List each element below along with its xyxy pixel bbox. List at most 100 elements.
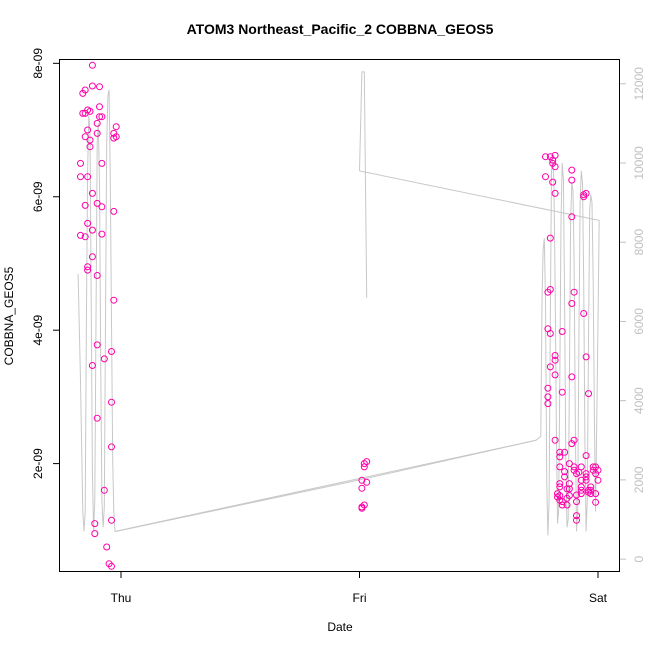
data-point <box>93 199 101 207</box>
data-point <box>565 480 573 488</box>
data-point <box>561 468 569 476</box>
right-tick-label: 12000 <box>632 67 646 101</box>
right-tick-label: 10000 <box>632 146 646 180</box>
data-point <box>551 371 559 379</box>
data-point <box>544 400 552 408</box>
data-point <box>561 448 569 456</box>
data-point <box>587 486 595 494</box>
right-series-line <box>359 170 600 221</box>
data-point <box>582 470 590 478</box>
x-axis-label: Date <box>327 620 353 634</box>
data-point <box>554 490 561 498</box>
data-point <box>577 486 585 494</box>
data-point <box>88 226 96 234</box>
data-point <box>88 82 96 90</box>
right-tick-label: 6000 <box>632 308 646 335</box>
data-point <box>88 189 96 197</box>
data-point <box>84 126 92 134</box>
data-point <box>565 492 573 500</box>
data-point <box>84 263 92 271</box>
data-point <box>551 352 559 359</box>
data-point <box>582 452 590 460</box>
data-point <box>93 341 101 349</box>
x-tick-label: Sat <box>589 591 608 605</box>
data-point <box>546 234 554 242</box>
data-point <box>93 119 101 127</box>
data-point <box>98 230 106 238</box>
data-point <box>551 151 559 159</box>
data-point <box>551 189 559 197</box>
data-point <box>86 136 94 144</box>
data-point <box>565 460 573 468</box>
data-point <box>556 463 564 471</box>
data-point <box>81 201 89 209</box>
data-point <box>98 159 106 167</box>
data-point <box>558 388 566 396</box>
data-point <box>108 443 115 451</box>
right-series-line <box>116 439 537 532</box>
x-axis: Thu Fri Sat <box>111 571 608 605</box>
data-point <box>542 153 549 161</box>
data-point <box>558 328 566 335</box>
data-point <box>570 463 578 471</box>
plot-frame <box>59 59 620 572</box>
data-point <box>79 109 87 117</box>
data-point <box>570 436 578 444</box>
left-tick-label: 6e-09 <box>31 181 45 212</box>
data-point <box>546 286 554 293</box>
data-point <box>110 207 118 215</box>
data-point <box>363 478 371 486</box>
data-point <box>594 476 602 484</box>
data-point <box>556 448 564 456</box>
data-point <box>84 173 92 181</box>
data-point <box>84 266 92 274</box>
data-point <box>573 512 580 520</box>
data-point <box>103 543 111 551</box>
data-point <box>84 219 92 227</box>
data-point <box>577 490 585 498</box>
data-point <box>573 516 580 524</box>
right-tick-label: 8000 <box>632 229 646 256</box>
data-point <box>573 498 580 506</box>
data-point <box>93 272 101 279</box>
data-point <box>77 231 84 239</box>
data-point <box>112 133 120 141</box>
data-point <box>551 436 559 444</box>
right-tick-label: 0 <box>632 555 646 562</box>
left-tick-label: 2e-09 <box>31 448 45 479</box>
data-point <box>108 516 115 524</box>
data-point <box>360 501 368 509</box>
data-point <box>81 133 89 141</box>
data-point <box>585 390 592 398</box>
data-point <box>542 173 549 181</box>
data-point <box>100 355 108 363</box>
data-point <box>589 463 597 471</box>
data-point <box>96 113 103 121</box>
chart-title: ATOM3 Northeast_Pacific_2 COBBNA_GEOS5 <box>187 21 494 37</box>
data-point <box>556 453 564 461</box>
data-point <box>93 129 101 137</box>
data-point <box>88 61 96 69</box>
data-point <box>546 330 554 337</box>
data-point <box>91 530 99 538</box>
data-point <box>592 490 600 498</box>
right-y-axis: 0 2000 4000 6000 8000 10000 12000 <box>619 67 646 562</box>
data-point <box>563 501 571 509</box>
data-point <box>98 203 106 211</box>
data-point <box>556 480 564 488</box>
data-point <box>561 473 569 481</box>
right-series-line <box>77 89 600 536</box>
data-point <box>96 103 103 111</box>
data-point <box>108 398 115 406</box>
data-point <box>582 189 590 197</box>
left-y-axis: 2e-09 4e-09 6e-09 8e-09 <box>31 48 60 479</box>
y-axis-label: COBBNA_GEOS5 <box>2 266 16 365</box>
data-point <box>577 476 585 484</box>
data-point <box>100 486 108 494</box>
left-tick-label: 8e-09 <box>31 48 45 79</box>
left-tick-label: 4e-09 <box>31 315 45 346</box>
left-axis-series <box>77 61 602 570</box>
data-point <box>577 483 585 491</box>
data-point <box>86 143 94 151</box>
